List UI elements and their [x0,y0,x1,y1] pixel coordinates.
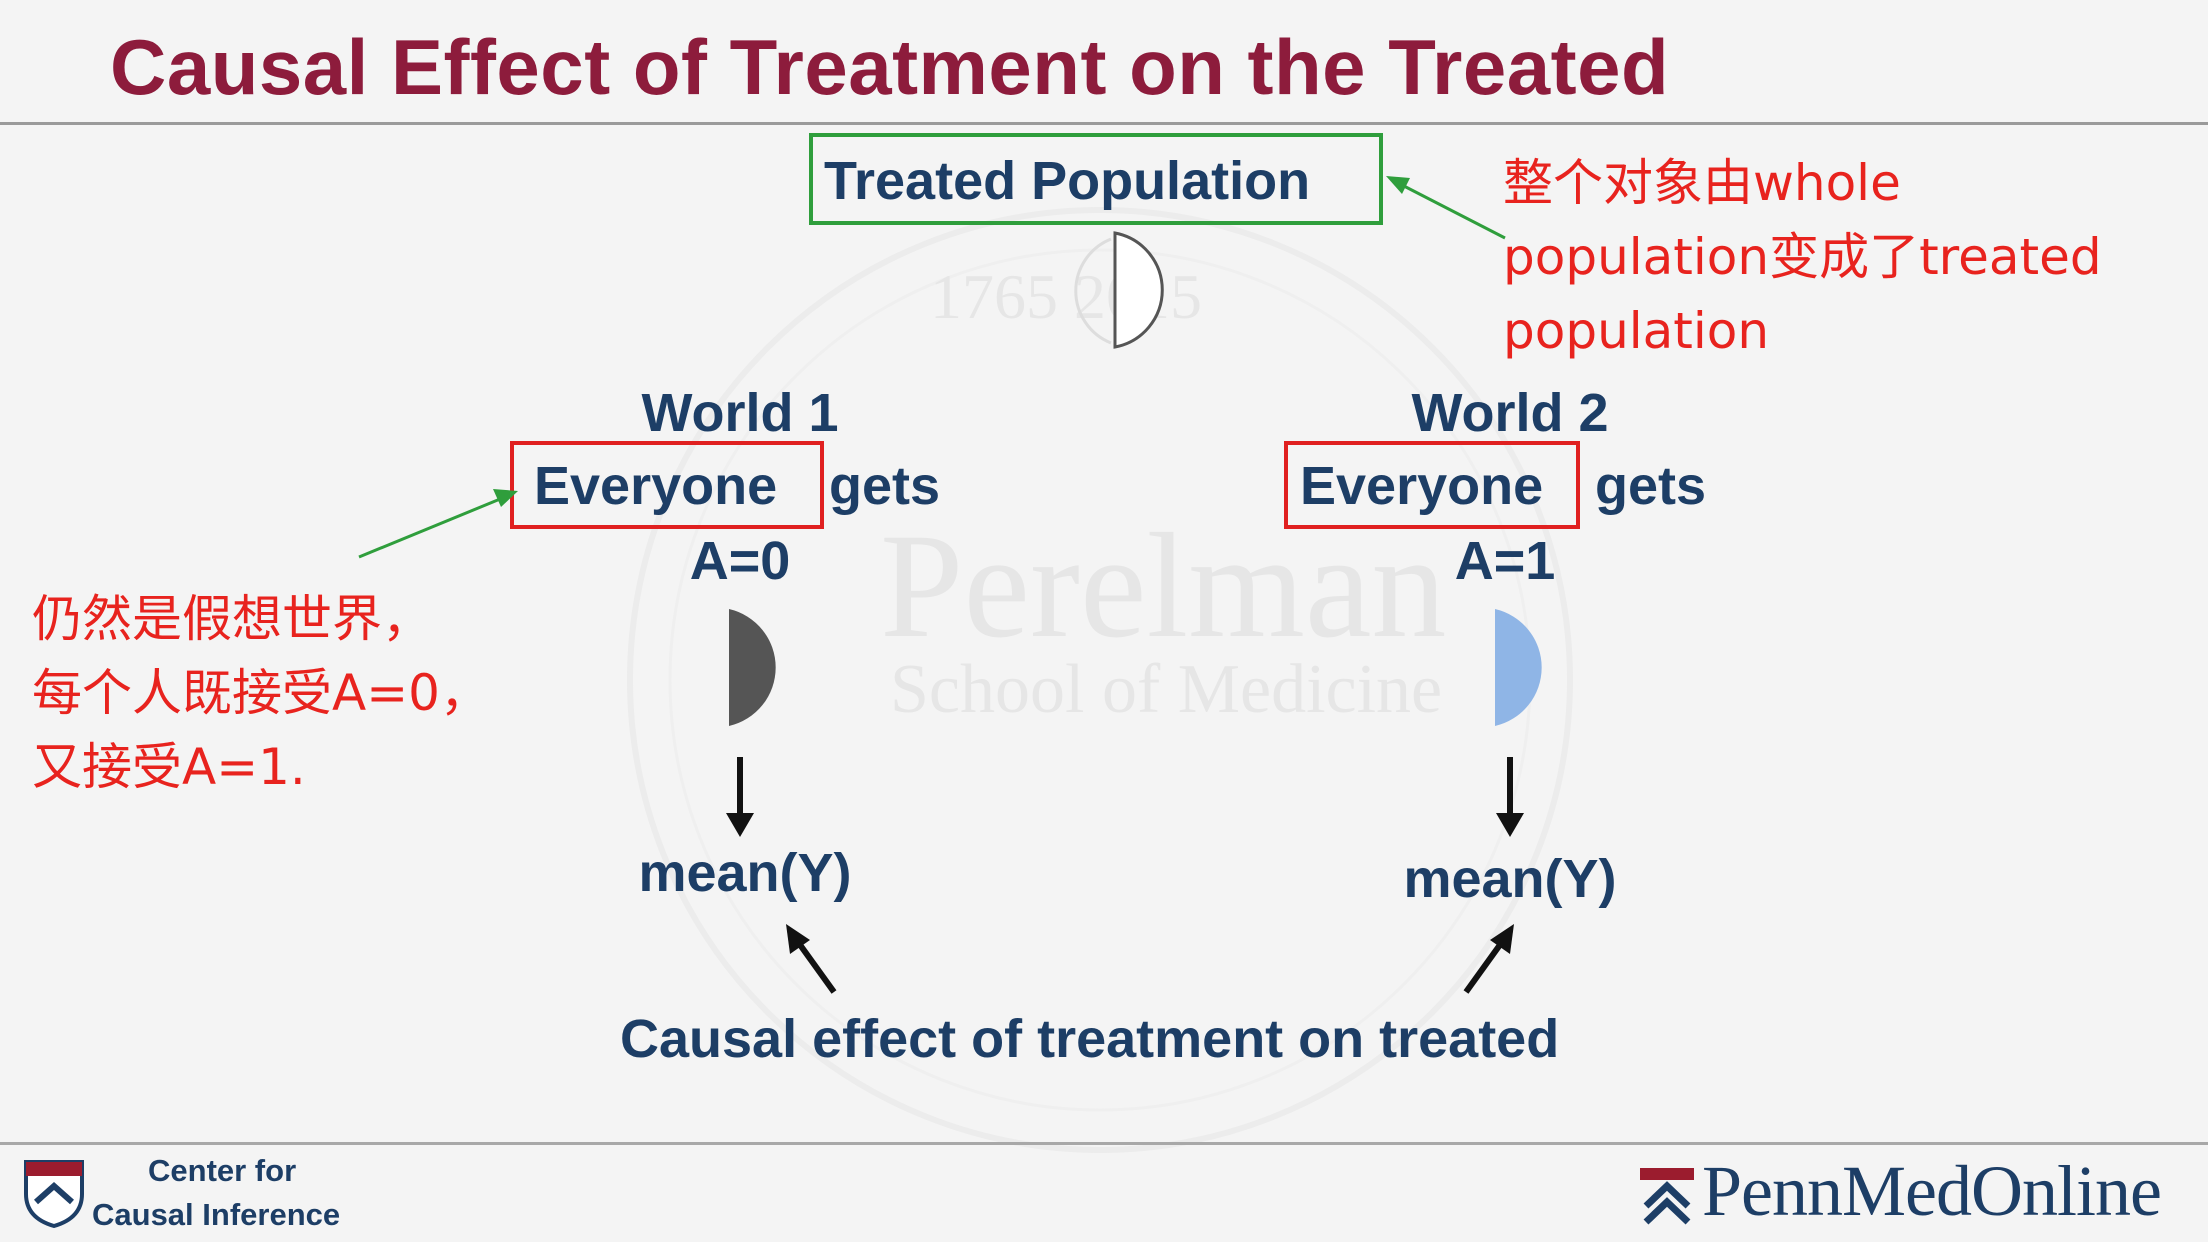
annotation-treated-line1: 整个对象由whole [1503,154,1901,212]
annotation-world-line3: 又接受A=1. [32,738,306,796]
world2-half-circle-icon [1495,609,1542,726]
annotation-treated-line2: population变成了treated [1503,228,2102,286]
world2-everyone-box [1284,441,1580,529]
footer-divider [0,1142,2208,1145]
world1-everyone-box [510,441,824,529]
world2-outcome: mean(Y) [1403,849,1617,909]
world1-down-arrow-icon [726,757,754,837]
slide-title: Causal Effect of Treatment on the Treate… [110,23,1670,111]
world2-gets: gets [1595,456,1707,516]
treated-population-box [809,133,1383,225]
world2-title: World 2 [1411,383,1609,443]
green-arrow-to-everyone [358,489,518,559]
treated-population-half-circle-icon [1074,231,1164,349]
world1-treatment: A=0 [689,531,791,591]
watermark-subtitle: School of Medicine [890,651,1443,728]
annotation-world-line2: 每个人既接受A=0， [32,664,490,722]
left-diagonal-arrow-icon [786,924,837,994]
causal-effect-caption: Causal effect of treatment on treated [620,1009,1560,1069]
world1-gets: gets [829,456,941,516]
pennmedonline-brand: PennMedOnline [1702,1151,2162,1231]
footer-center-line1: Center for [148,1153,297,1188]
world2-treatment: A=1 [1454,531,1556,591]
treated-population-label: Treated Population [824,151,1311,211]
world1-half-circle-icon [729,609,776,726]
penn-shield-icon [24,1160,84,1228]
green-arrow-to-treated [1386,176,1506,240]
right-diagonal-arrow-icon [1463,924,1514,994]
footer-center-line2: Causal Inference [92,1197,341,1232]
world2-down-arrow-icon [1496,757,1524,837]
pennmed-shield-icon [1640,1168,1694,1225]
world1-everyone: Everyone [534,456,778,516]
world2-everyone: Everyone [1300,456,1544,516]
world1-title: World 1 [641,383,839,443]
watermark-name: Perelman [880,503,1447,669]
title-divider [0,122,2208,125]
world1-outcome: mean(Y) [638,843,852,903]
annotation-treated-line3: population [1503,302,1770,360]
annotation-world-line1: 仍然是假想世界， [32,590,432,648]
